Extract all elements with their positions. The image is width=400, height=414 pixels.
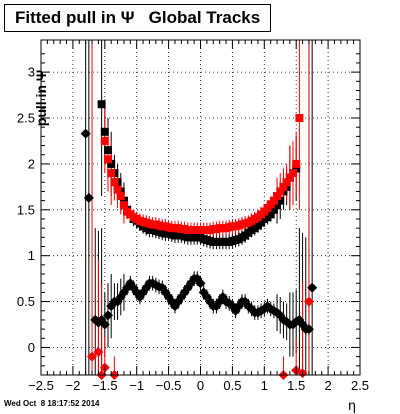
data-point-square — [100, 127, 109, 136]
y-tick-label: 1 — [28, 248, 35, 263]
data-point-square — [107, 169, 116, 178]
data-point-square — [273, 201, 282, 210]
x-tick-label: 1.5 — [287, 378, 305, 393]
data-point-square — [269, 205, 278, 214]
data-point-diamond — [80, 128, 91, 139]
x-tick-label: 0 — [197, 378, 204, 393]
data-point-square — [97, 100, 106, 109]
x-axis-label: η — [348, 397, 356, 413]
y-tick-label: 0.5 — [17, 294, 35, 309]
data-point-diamond — [87, 351, 98, 362]
y-tick-label: 0 — [28, 340, 35, 355]
data-point-square — [266, 210, 275, 219]
data-point-diamond — [99, 319, 110, 330]
data-point-square — [292, 159, 301, 168]
data-markers — [80, 100, 318, 380]
data-point-square — [282, 178, 291, 187]
data-point-diamond — [303, 296, 314, 307]
data-point-square — [110, 178, 119, 187]
data-point-diamond — [102, 310, 113, 321]
data-point-square — [279, 182, 288, 191]
data-point-square — [107, 159, 116, 168]
data-point-square — [273, 192, 282, 201]
x-tick-label: −1 — [129, 378, 144, 393]
data-point-square — [119, 201, 128, 210]
data-point-square — [119, 196, 128, 205]
x-tick-label: 0.5 — [223, 378, 241, 393]
data-point-square — [276, 187, 285, 196]
data-point-square — [276, 196, 285, 205]
x-tick-label: −1.5 — [92, 378, 118, 393]
timestamp: Wed Oct 8 18:17:52 2014 — [4, 399, 100, 408]
data-point-square — [292, 164, 301, 173]
data-point-diamond — [195, 278, 206, 289]
data-point-diamond — [246, 303, 257, 314]
data-point-square — [103, 146, 112, 155]
data-point-square — [285, 173, 294, 182]
data-point-diamond — [83, 192, 94, 203]
data-point-square — [289, 169, 298, 178]
x-tick-label: 2 — [324, 378, 331, 393]
axis-ticks — [40, 40, 361, 375]
data-point-square — [103, 155, 112, 164]
x-tick-label: 2.5 — [351, 378, 369, 393]
data-point-square — [116, 192, 125, 201]
x-tick-label: 1 — [261, 378, 268, 393]
data-point-diamond — [122, 282, 133, 293]
data-point-square — [269, 196, 278, 205]
data-point-square — [295, 114, 304, 123]
x-tick-label: −2 — [65, 378, 80, 393]
y-tick-label: 2 — [28, 156, 35, 171]
data-point-diamond — [93, 347, 104, 358]
data-point-diamond — [303, 324, 314, 335]
data-point-square — [113, 185, 122, 194]
x-tick-label: −2.5 — [28, 378, 54, 393]
data-point-diamond — [307, 282, 318, 293]
tick-labels: −2.5 −2 −1.5 −1 −0.5 0 0.5 1 1.5 2 2.5 0 0.5 1 1.5 2 2.5… — [17, 65, 369, 393]
data-point-square — [100, 136, 109, 145]
y-tick-label: 2.5 — [17, 111, 35, 126]
y-tick-label: 3 — [28, 65, 35, 80]
chart-title-box: Fitted pull in Ψ Global Tracks — [4, 4, 272, 32]
y-axis-label: pull in Ψ — [33, 70, 49, 126]
x-tick-label: −0.5 — [156, 378, 182, 393]
chart-title: Fitted pull in Ψ Global Tracks — [15, 8, 261, 27]
y-tick-label: 1.5 — [17, 202, 35, 217]
